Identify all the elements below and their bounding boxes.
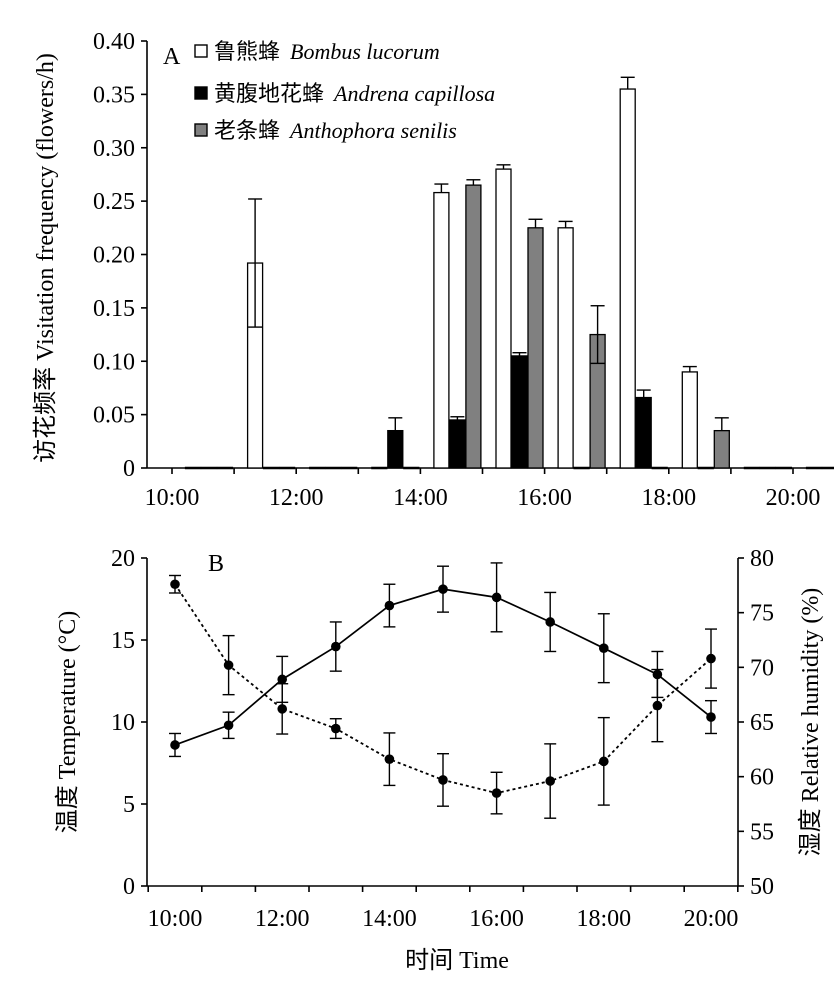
panel-a-x-tick-label: 16:00 xyxy=(517,485,572,511)
panel-a-bars xyxy=(184,76,834,470)
legend-swatch-anthophora-senilis xyxy=(194,123,208,137)
legend-item-andrena-capillosa: 黄腹地花蜂 Andrena capillosa xyxy=(194,81,495,106)
panel-a-y-axis-label: 访花频率 Visitation frequency (flowers/h) xyxy=(32,53,59,463)
panel-a-x-tick-label: 14:00 xyxy=(393,485,448,511)
bar-andrena-capillosa xyxy=(511,355,528,469)
panel-b-right-y-axis-label: 湿度 Relative humidity (%) xyxy=(797,588,824,857)
panel-b-left-y-tick-label: 10 xyxy=(111,710,135,736)
legend-label-anthophora-senilis: 老条蜂 Anthophora senilis xyxy=(214,118,457,143)
data-point-relative-humidity xyxy=(170,579,180,590)
panel-b-lines xyxy=(169,562,717,819)
data-point-relative-humidity xyxy=(652,700,663,711)
panel-a-legend: 鲁熊蜂 Bombus lucorum 黄腹地花蜂 Andrena capillosa… xyxy=(194,39,495,143)
panel-b-right-y-tick-label: 50 xyxy=(750,874,774,900)
data-point-relative-humidity xyxy=(706,653,716,664)
data-point-relative-humidity xyxy=(491,788,502,798)
bar-bombus-lucorum xyxy=(681,371,698,469)
bar-anthophora-senilis xyxy=(465,184,482,469)
data-point-relative-humidity xyxy=(331,723,341,734)
panel-a-x-tick-label: 10:00 xyxy=(145,485,200,511)
line-chart-panel-b: B 温度 Temperature (°C) 湿度 Relative humidi… xyxy=(54,546,824,974)
panel-b-x-tick-label: 20:00 xyxy=(684,906,739,932)
panel-b-left-y-tick-label: 5 xyxy=(123,792,135,818)
panel-a-y-tick-label: 0.30 xyxy=(93,136,135,162)
data-point-temperature xyxy=(223,720,234,731)
legend-item-anthophora-senilis: 老条蜂 Anthophora senilis xyxy=(194,118,457,143)
data-point-temperature xyxy=(384,600,395,611)
data-point-temperature xyxy=(277,674,288,685)
data-point-temperature xyxy=(438,584,448,594)
bar-andrena-capillosa xyxy=(449,419,466,469)
panel-b-x-tick-label: 10:00 xyxy=(148,906,203,932)
panel-b-left-y-tick-label: 15 xyxy=(111,628,135,654)
legend-label-bombus-lucorum: 鲁熊蜂 Bombus lucorum xyxy=(214,39,440,64)
panel-b-x-tick-label: 12:00 xyxy=(255,906,310,932)
panel-b-right-y-tick-label: 55 xyxy=(750,819,774,845)
panel-a-x-tick-label: 12:00 xyxy=(269,485,324,511)
legend-swatch-andrena-capillosa xyxy=(194,86,208,100)
panel-b-x-tick-label: 18:00 xyxy=(576,906,631,932)
panel-a-y-tick-label: 0 xyxy=(123,456,135,482)
panel-a-y-tick-label: 0.20 xyxy=(93,243,135,269)
panel-b-label: B xyxy=(208,551,224,577)
data-point-temperature xyxy=(545,617,555,627)
panel-b-left-y-tick-label: 20 xyxy=(111,546,135,572)
panel-a-x-tick-label: 20:00 xyxy=(766,485,821,511)
data-point-temperature xyxy=(331,641,341,652)
bar-anthophora-senilis xyxy=(527,227,544,469)
data-point-relative-humidity xyxy=(545,776,555,786)
bar-bombus-lucorum xyxy=(433,191,450,469)
data-point-relative-humidity xyxy=(384,754,395,764)
panel-a-label: A xyxy=(163,44,181,70)
panel-b-x-axis-label: 时间 Time xyxy=(405,947,509,974)
data-point-relative-humidity xyxy=(599,756,609,767)
panel-a-y-tick-label: 0.40 xyxy=(93,29,135,55)
data-point-temperature xyxy=(599,643,609,653)
panel-b-left-y-axis-label: 温度 Temperature (°C) xyxy=(54,611,81,834)
panel-b-right-y-tick-label: 70 xyxy=(750,655,774,681)
bar-bombus-lucorum xyxy=(619,88,636,469)
data-point-temperature xyxy=(706,712,716,722)
panel-a-y-tick-label: 0.25 xyxy=(93,189,135,215)
legend-swatch-bombus-lucorum xyxy=(194,44,208,58)
data-point-temperature xyxy=(491,592,502,603)
bar-bombus-lucorum xyxy=(495,168,512,469)
panel-a-y-tick-label: 0.05 xyxy=(93,403,135,429)
data-point-relative-humidity xyxy=(277,704,288,714)
panel-a-x-tick-label: 18:00 xyxy=(641,485,696,511)
data-point-temperature xyxy=(170,740,180,750)
bar-andrena-capillosa xyxy=(387,429,404,469)
panel-a-y-tick-label: 0.15 xyxy=(93,296,135,322)
panel-b-right-y-tick-label: 75 xyxy=(750,601,774,627)
panel-b-left-y-tick-label: 0 xyxy=(123,874,135,900)
legend-item-bombus-lucorum: 鲁熊蜂 Bombus lucorum xyxy=(194,39,440,64)
data-point-relative-humidity xyxy=(438,775,448,785)
bar-andrena-capillosa xyxy=(635,396,652,469)
bar-bombus-lucorum xyxy=(557,227,574,469)
panel-b-right-y-tick-label: 80 xyxy=(750,546,774,572)
data-point-relative-humidity xyxy=(223,660,234,670)
legend-label-andrena-capillosa: 黄腹地花蜂 Andrena capillosa xyxy=(214,81,495,106)
panel-a-y-tick-label: 0.35 xyxy=(93,82,135,108)
bar-anthophora-senilis xyxy=(713,429,730,469)
panel-b-right-y-tick-label: 60 xyxy=(750,765,774,791)
panel-b-right-y-tick-label: 65 xyxy=(750,710,774,736)
bar-chart-panel-a: A 访花频率 Visitation frequency (flowers/h) … xyxy=(32,29,834,511)
panel-b-x-tick-label: 14:00 xyxy=(362,906,417,932)
panel-a-y-tick-label: 0.10 xyxy=(93,349,135,375)
panel-b-x-tick-label: 16:00 xyxy=(469,906,524,932)
